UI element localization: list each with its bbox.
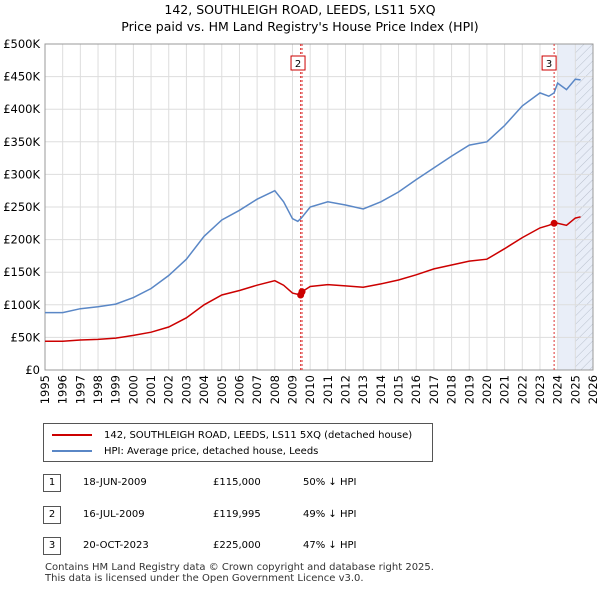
legend: 142, SOUTHLEIGH ROAD, LEEDS, LS11 5XQ (d…	[43, 423, 433, 462]
x-tick-label: 2016	[409, 375, 423, 404]
y-tick-label: £0	[25, 363, 40, 377]
series-line-hpi	[45, 78, 581, 314]
y-tick-label: £150K	[3, 265, 40, 279]
x-tick-label: 2017	[427, 375, 441, 404]
x-tick-label: 2025	[568, 375, 582, 404]
x-tick-label: 1998	[91, 375, 105, 404]
legend-label-hpi: HPI: Average price, detached house, Leed…	[104, 445, 319, 457]
legend-item-hpi: HPI: Average price, detached house, Leed…	[52, 444, 318, 458]
x-tick-label: 2020	[480, 375, 494, 404]
transaction-number-badge: 3	[43, 537, 61, 555]
chart-subtitle: Price paid vs. HM Land Registry's House …	[121, 19, 479, 34]
x-tick-label: 2012	[339, 375, 353, 404]
x-tick-label: 2022	[515, 375, 529, 404]
transaction-price: £225,000	[213, 540, 261, 551]
x-tick-label: 2001	[144, 375, 158, 404]
footer-copyright: Contains HM Land Registry data © Crown c…	[45, 562, 434, 573]
plot-border	[44, 43, 594, 371]
transaction-date: 18-JUN-2009	[83, 477, 147, 488]
x-tick-label: 2018	[445, 375, 459, 404]
x-tick-label: 2013	[356, 375, 370, 404]
y-tick-label: £50K	[11, 330, 41, 344]
x-tick-label: 2026	[586, 375, 600, 404]
x-tick-label: 1995	[38, 375, 52, 404]
x-tick-label: 1997	[73, 375, 87, 404]
x-tick-label: 2002	[162, 375, 176, 404]
x-tick-label: 2007	[250, 375, 264, 404]
x-tick-label: 2003	[179, 375, 193, 404]
legend-line-property	[52, 434, 92, 436]
sale-marker-dot	[550, 219, 558, 227]
x-tick-label: 2014	[374, 375, 388, 404]
x-tick-label: 2010	[303, 375, 317, 404]
y-tick-label: £100K	[3, 298, 40, 312]
y-tick-label: £450K	[3, 70, 40, 84]
legend-label-property: 142, SOUTHLEIGH ROAD, LEEDS, LS11 5XQ (d…	[104, 429, 413, 441]
legend-item-property: 142, SOUTHLEIGH ROAD, LEEDS, LS11 5XQ (d…	[52, 428, 412, 442]
x-tick-label: 2019	[462, 375, 476, 404]
footer-licence: This data is licensed under the Open Gov…	[45, 573, 364, 584]
x-tick-label: 2009	[285, 375, 299, 404]
x-tick-label: 2021	[498, 375, 512, 404]
sale-marker-box	[290, 55, 306, 71]
y-tick-label: £200K	[3, 233, 40, 247]
sale-marker-label: 3	[546, 59, 552, 70]
x-tick-label: 2000	[126, 375, 140, 404]
x-tick-label: 2006	[232, 375, 246, 404]
sale-marker-label: 2	[295, 59, 301, 70]
series-line-property	[45, 216, 581, 343]
x-tick-label: 2015	[392, 375, 406, 404]
transaction-hpi-diff: 50% ↓ HPI	[303, 477, 357, 488]
x-tick-label: 1996	[56, 375, 70, 404]
legend-line-hpi	[52, 450, 92, 452]
transaction-hpi-diff: 47% ↓ HPI	[303, 540, 357, 551]
sale-marker-dot	[298, 288, 306, 296]
y-tick-label: £300K	[3, 167, 40, 181]
transaction-date: 20-OCT-2023	[83, 540, 149, 551]
x-tick-label: 2024	[551, 375, 565, 404]
y-tick-label: £250K	[3, 200, 40, 214]
y-tick-label: £400K	[3, 102, 40, 116]
x-tick-label: 2011	[321, 375, 335, 404]
y-tick-label: £500K	[3, 37, 40, 51]
transaction-price: £115,000	[213, 477, 261, 488]
x-tick-label: 2005	[215, 375, 229, 404]
transaction-number-badge: 2	[43, 506, 61, 524]
y-tick-label: £350K	[3, 135, 40, 149]
price-chart: £0 £50K £100K £150K £200K £250K £300K £350K £400…	[3, 37, 600, 404]
chart-title-address: 142, SOUTHLEIGH ROAD, LEEDS, LS11 5XQ	[164, 2, 436, 17]
transaction-date: 16-JUL-2009	[83, 509, 145, 520]
x-tick-label: 1999	[109, 375, 123, 404]
transaction-hpi-diff: 49% ↓ HPI	[303, 509, 357, 520]
transaction-number-badge: 1	[43, 474, 61, 492]
x-tick-label: 2023	[533, 375, 547, 404]
sale-marker-box	[541, 55, 557, 71]
x-tick-label: 2008	[268, 375, 282, 404]
x-tick-label: 2004	[197, 375, 211, 404]
transaction-price: £119,995	[213, 509, 261, 520]
